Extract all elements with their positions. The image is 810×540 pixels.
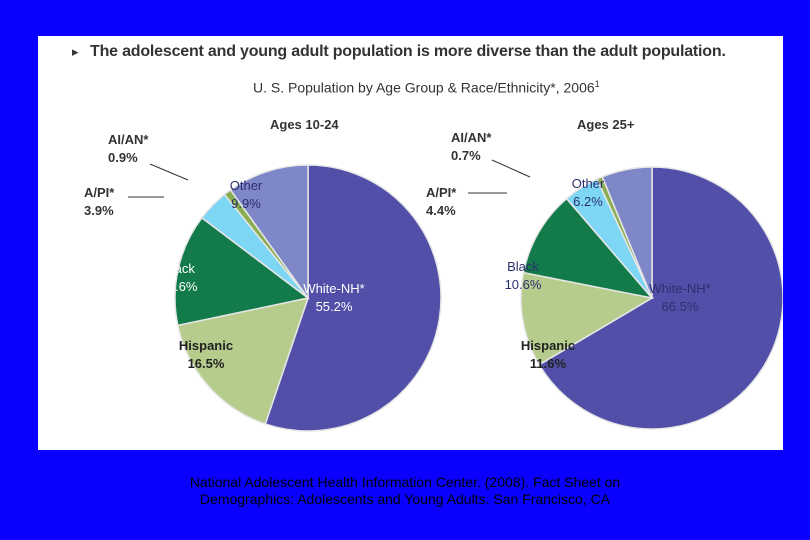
pie-1-label-white-nh: White-NH* [303,281,364,296]
citation: National Adolescent Health Information C… [0,474,810,508]
pie-2-label-a-pi: A/PI* [426,185,457,200]
pie-2-value-hispanic: 11.6% [530,356,567,371]
citation-line-2: Demographics: Adolescents and Young Adul… [199,491,611,507]
pie-1-value-ai-an: 0.9% [108,150,138,165]
pie-2-value-other: 6.2% [573,194,603,209]
pie-2-leader-ai-an [491,159,531,178]
pie-1-label-ai-an: AI/AN* [108,132,149,147]
chart-title: U. S. Population by Age Group & Race/Eth… [253,79,600,96]
pie-1-title: Ages 10-24 [270,117,339,132]
pie-1-value-white-nh: 55.2% [316,299,353,314]
pie-2-label-black: Black [507,259,539,274]
pie-1-value-other: 9.9% [231,196,261,211]
pie-1-value-hispanic: 16.5% [188,356,225,371]
pie-1-leader-ai-an [149,163,189,181]
pie-charts: Ages 10-24 White-NH* 55.2% Hispanic 16.5% Bla… [84,117,783,432]
pie-2 [520,166,783,430]
pie-2-title: Ages 25+ [577,117,635,132]
pie-2-slice-black [522,197,654,300]
headline: The adolescent and young adult populatio… [90,43,726,60]
chart-title-text: U. S. Population by Age Group & Race/Eth… [253,79,595,96]
pie-1-slice-white-nh [264,164,442,432]
pie-2-label-white-nh: White-NH* [649,281,710,296]
pie-1-value-a-pi: 3.9% [84,203,114,218]
citation-line-1: National Adolescent Health Information C… [189,474,621,490]
pie-2-label-hispanic: Hispanic [521,338,575,353]
pie-2-slice-other [601,166,653,299]
pie-1-label-other: Other [230,178,263,193]
pie-2-value-a-pi: 4.4% [426,203,456,218]
pie-2-slice-hispanic [520,271,655,366]
pie-1-slice-hispanic [176,296,310,425]
pie-2-value-ai-an: 0.7% [451,148,481,163]
pie-1-slice-other [229,164,309,301]
pie-2-slice-white-nh [538,166,783,430]
pie-2-value-white-nh: 66.5% [662,299,699,314]
bullet-icon: ▸ [72,44,79,59]
pie-1-label-black: Black [163,261,195,276]
pie-1-slice-black [174,216,310,327]
pie-1 [174,164,442,432]
chart-title-footnote: 1 [594,79,600,89]
pie-1-label-a-pi: A/PI* [84,185,115,200]
pie-1-value-black: 13.6% [161,279,198,294]
chart-panel: ▸ The adolescent and young adult populat… [38,36,783,450]
pie-2-value-black: 10.6% [505,277,542,292]
pie-2-label-other: Other [572,176,605,191]
pie-2-label-ai-an: AI/AN* [451,130,492,145]
pie-1-label-hispanic: Hispanic [179,338,233,353]
